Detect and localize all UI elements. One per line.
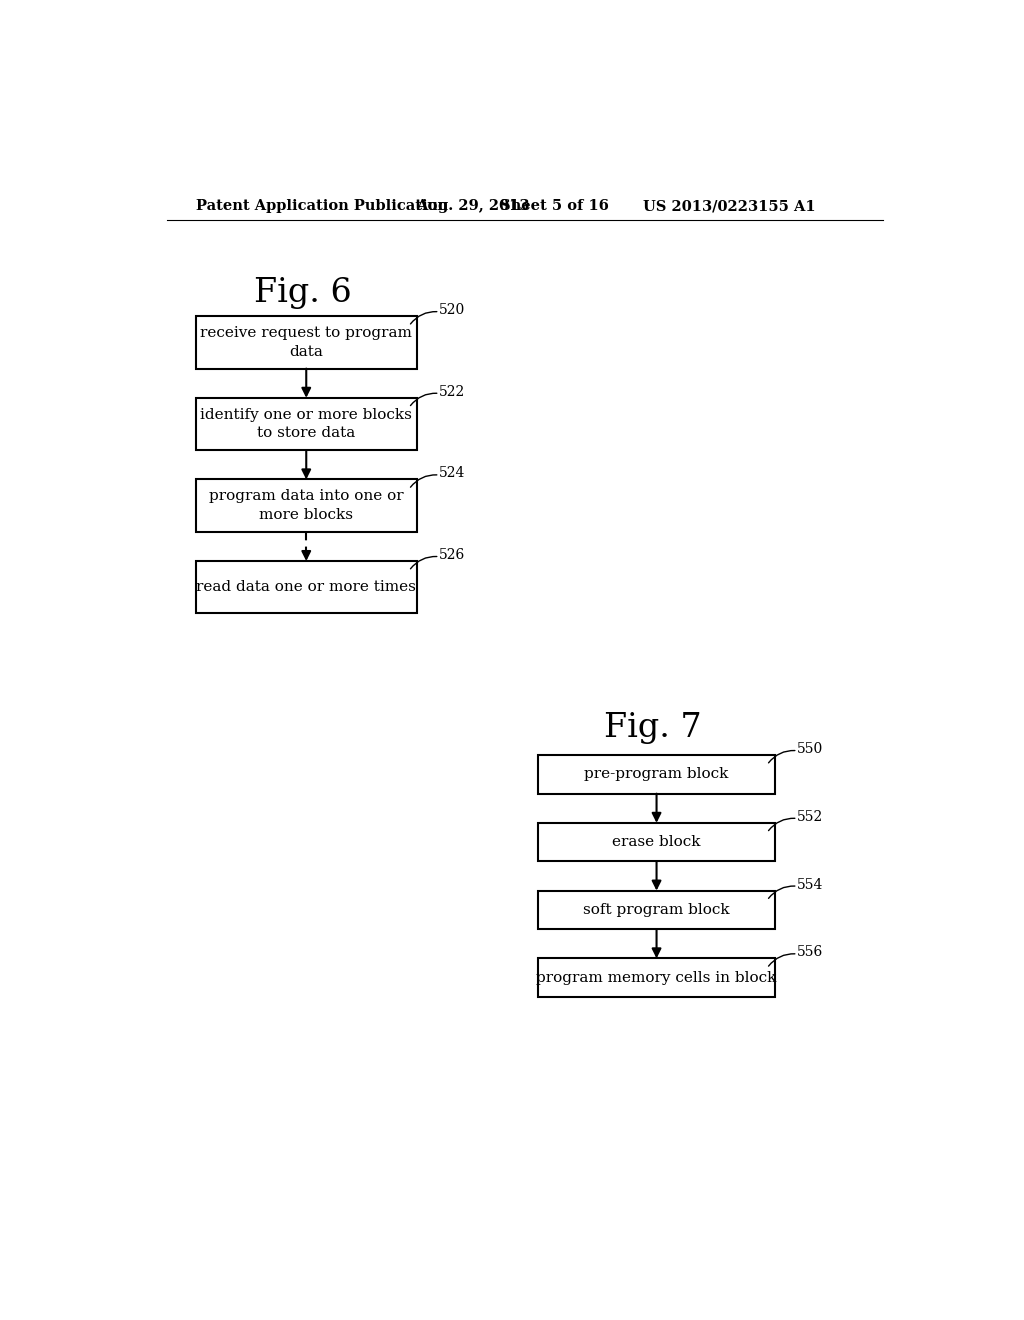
Text: erase block: erase block bbox=[612, 836, 700, 849]
Text: Sheet 5 of 16: Sheet 5 of 16 bbox=[500, 199, 609, 213]
Bar bbox=[539, 891, 775, 929]
Bar bbox=[196, 397, 417, 450]
Text: program memory cells in block: program memory cells in block bbox=[537, 970, 777, 985]
Text: 556: 556 bbox=[797, 945, 822, 960]
Bar bbox=[539, 755, 775, 793]
Text: 520: 520 bbox=[438, 304, 465, 317]
Bar bbox=[539, 958, 775, 997]
Bar bbox=[196, 479, 417, 532]
Bar bbox=[539, 822, 775, 862]
Text: soft program block: soft program block bbox=[584, 903, 730, 917]
Text: Aug. 29, 2013: Aug. 29, 2013 bbox=[417, 199, 529, 213]
Text: US 2013/0223155 A1: US 2013/0223155 A1 bbox=[643, 199, 816, 213]
Bar bbox=[196, 561, 417, 614]
Text: 524: 524 bbox=[438, 466, 465, 480]
Bar bbox=[196, 317, 417, 368]
Text: Patent Application Publication: Patent Application Publication bbox=[197, 199, 449, 213]
Text: 552: 552 bbox=[797, 809, 822, 824]
Text: program data into one or
more blocks: program data into one or more blocks bbox=[209, 490, 403, 521]
Text: 554: 554 bbox=[797, 878, 823, 891]
Text: Fig. 7: Fig. 7 bbox=[604, 713, 701, 744]
Text: identify one or more blocks
to store data: identify one or more blocks to store dat… bbox=[201, 408, 413, 441]
Text: read data one or more times: read data one or more times bbox=[197, 581, 416, 594]
Text: 550: 550 bbox=[797, 742, 822, 756]
Text: 522: 522 bbox=[438, 384, 465, 399]
Text: Fig. 6: Fig. 6 bbox=[254, 277, 351, 309]
Text: receive request to program
data: receive request to program data bbox=[201, 326, 413, 359]
Text: pre-program block: pre-program block bbox=[585, 767, 729, 781]
Text: 526: 526 bbox=[438, 548, 465, 562]
